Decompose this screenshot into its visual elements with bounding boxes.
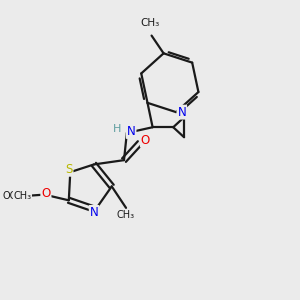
Text: N: N <box>177 106 186 118</box>
Text: CH₃: CH₃ <box>14 191 32 201</box>
Text: CH₃: CH₃ <box>140 18 160 28</box>
Text: OCH₃: OCH₃ <box>3 191 29 201</box>
Text: S: S <box>65 163 73 176</box>
Text: H: H <box>113 124 121 134</box>
Text: CH₃: CH₃ <box>117 210 135 220</box>
Text: N: N <box>90 206 98 219</box>
Text: N: N <box>127 125 136 138</box>
Text: O: O <box>141 134 150 147</box>
Text: O: O <box>41 187 50 200</box>
